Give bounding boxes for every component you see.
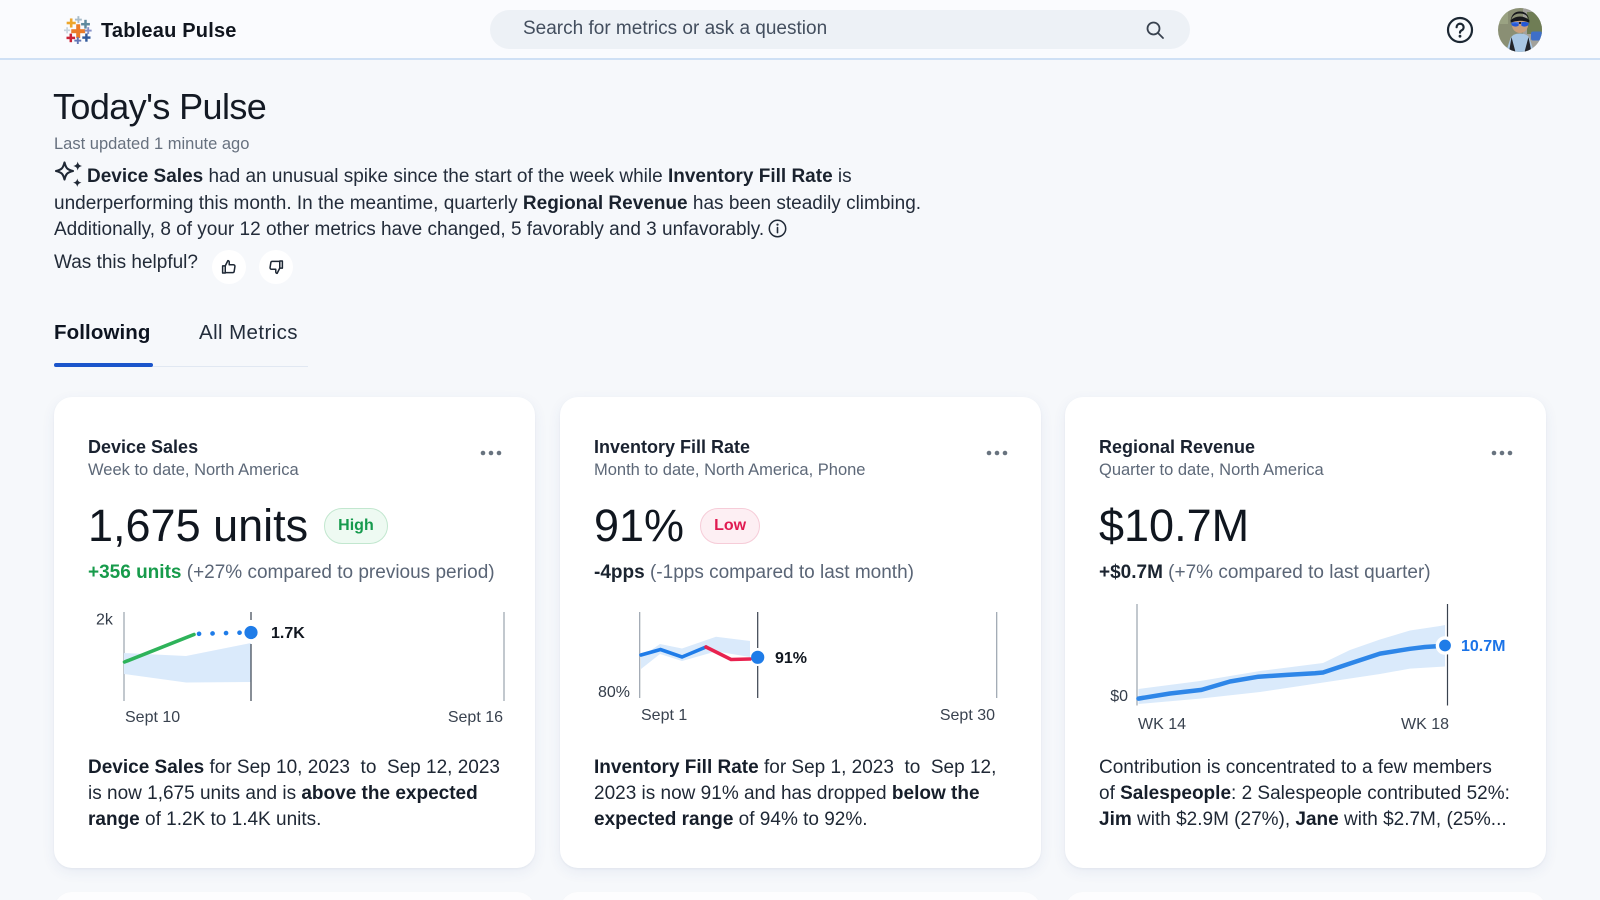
svg-text:10.7M: 10.7M bbox=[1461, 638, 1505, 655]
svg-text:Sept 10: Sept 10 bbox=[125, 709, 180, 726]
svg-text:WK 18: WK 18 bbox=[1401, 716, 1449, 733]
svg-text:91%: 91% bbox=[775, 650, 807, 667]
svg-text:2k: 2k bbox=[96, 612, 114, 629]
svg-text:Sept 16: Sept 16 bbox=[448, 709, 503, 726]
svg-text:1.7K: 1.7K bbox=[271, 625, 305, 642]
svg-text:Sept 1: Sept 1 bbox=[641, 707, 687, 724]
svg-text:WK 14: WK 14 bbox=[1138, 716, 1186, 733]
svg-text:Sept 30: Sept 30 bbox=[940, 707, 995, 724]
svg-text:$0: $0 bbox=[1110, 688, 1128, 705]
svg-text:80%: 80% bbox=[598, 684, 630, 701]
